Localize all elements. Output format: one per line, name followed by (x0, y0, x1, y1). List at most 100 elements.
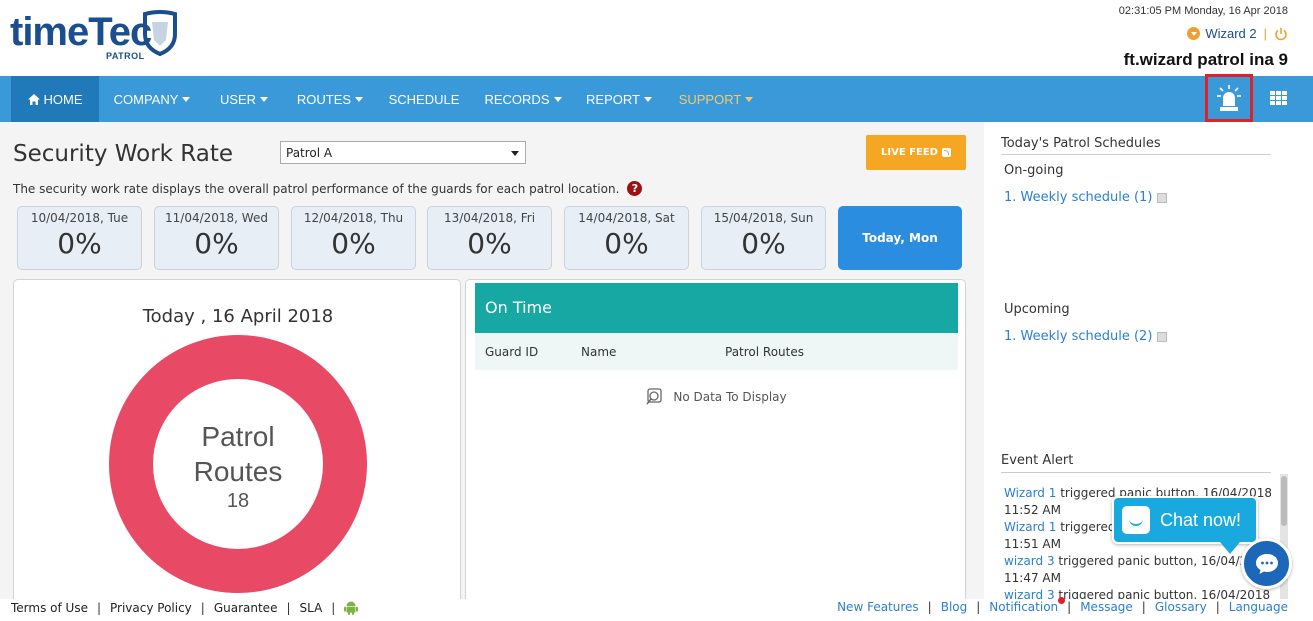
ongoing-schedule-link[interactable]: 1. Weekly schedule (1) (1004, 190, 1168, 205)
user-row: Wizard 2 | (1187, 26, 1288, 41)
footer-link-glossary[interactable]: Glossary (1154, 600, 1207, 614)
donut-label-line2: Routes (193, 456, 283, 487)
chat-now-label: Chat now! (1160, 509, 1242, 530)
patrol-location-value: Patrol A (286, 146, 333, 160)
apps-grid-icon[interactable] (1270, 91, 1287, 105)
panic-alert-button[interactable] (1205, 74, 1253, 122)
external-link-icon (1157, 331, 1168, 342)
timetec-patrol-logo[interactable]: timeTec PATROL (10, 8, 177, 61)
day-value: 0% (331, 227, 376, 260)
col-patrol-routes[interactable]: Patrol Routes (725, 345, 805, 359)
no-data-message: No Data To Display (466, 388, 967, 406)
alarm-siren-icon (1217, 85, 1241, 111)
company-name: ft.wizard patrol ina 9 (1123, 50, 1288, 69)
patrol-routes-count: 18 (226, 490, 250, 512)
caret-down-icon (643, 96, 652, 102)
main-nav: HOME COMPANY USER ROUTES SCHEDULE RECORD… (0, 76, 1313, 122)
day-label: 14/04/2018, Sat (578, 211, 675, 225)
today-button[interactable]: Today, Mon (838, 206, 962, 270)
home-icon (27, 93, 40, 105)
event-alert-list[interactable]: Wizard 1 triggered panic button, 16/04/2… (1001, 472, 1271, 599)
nav-home[interactable]: HOME (11, 76, 99, 122)
event-user-link[interactable]: Wizard 1 (1004, 520, 1057, 534)
upcoming-schedule-link[interactable]: 1. Weekly schedule (2) (1004, 329, 1168, 344)
caret-down-icon (355, 96, 364, 102)
footer-link-new-features[interactable]: New Features (837, 600, 919, 614)
user-dropdown-icon[interactable] (1187, 27, 1201, 40)
chat-launcher-button[interactable] (1241, 538, 1292, 589)
event-text: triggered panic button, 16/04/2018 (1054, 554, 1271, 568)
event-scrollbar[interactable] (1280, 474, 1288, 599)
day-card[interactable]: 11/04/2018, Wed 0% (154, 206, 279, 270)
day-value: 0% (741, 227, 786, 260)
live-feed-label: LIVE FEED (881, 147, 938, 158)
day-card[interactable]: 12/04/2018, Thu 0% (291, 206, 416, 270)
current-datetime: 02:31:05 PM Monday, 16 Apr 2018 (1118, 5, 1288, 17)
summary-date: Today , 16 April 2018 (142, 306, 334, 327)
day-card[interactable]: 10/04/2018, Tue 0% (17, 206, 142, 270)
footer-link-blog[interactable]: Blog (940, 600, 968, 614)
separator: | (1263, 26, 1267, 41)
logo-time: time (10, 10, 89, 54)
event-line: wizard 3 triggered panic button, 16/04/2… (1004, 587, 1271, 599)
day-label: 10/04/2018, Tue (30, 211, 129, 225)
footer-left-links: Terms of Use | Privacy Policy | Guarante… (11, 600, 359, 615)
no-data-text: No Data To Display (673, 390, 787, 404)
day-value: 0% (194, 227, 239, 260)
patrol-location-select[interactable]: Patrol A (280, 141, 526, 164)
live-feed-button[interactable]: LIVE FEED (866, 135, 966, 170)
nav-user[interactable]: USER (213, 76, 275, 122)
nav-routes-label: ROUTES (296, 91, 352, 107)
day-card[interactable]: 13/04/2018, Fri 0% (427, 206, 552, 270)
event-user-link[interactable]: wizard 3 (1004, 588, 1055, 599)
nav-support-label: SUPPORT (678, 91, 742, 107)
col-name[interactable]: Name (581, 345, 617, 359)
description-text: The security work rate displays the over… (13, 181, 620, 196)
day-card[interactable]: 15/04/2018, Sun 0% (701, 206, 826, 270)
footer-link-privacy[interactable]: Privacy Policy (110, 600, 192, 615)
nav-support[interactable]: SUPPORT (675, 76, 757, 122)
upcoming-schedule-text: 1. Weekly schedule (2) (1004, 329, 1153, 344)
caret-down-icon (745, 96, 754, 102)
patrol-routes-donut (109, 335, 367, 593)
day-value: 0% (604, 227, 649, 260)
footer-link-language[interactable]: Language (1228, 600, 1288, 614)
footer-link-terms[interactable]: Terms of Use (11, 600, 88, 615)
nav-home-label: HOME (43, 91, 83, 107)
help-icon[interactable]: ? (627, 181, 643, 196)
event-scrollbar-thumb[interactable] (1281, 476, 1287, 526)
logo-tec: Tec (88, 10, 152, 54)
separator: | (1215, 600, 1220, 614)
logo-patrol: PATROL (106, 51, 145, 61)
event-user-link[interactable]: Wizard 1 (1004, 486, 1057, 500)
nav-report[interactable]: REPORT (582, 76, 656, 122)
power-icon[interactable] (1274, 27, 1288, 41)
footer-link-guarantee[interactable]: Guarantee (213, 600, 278, 615)
event-line: 11:51 AM (1004, 536, 1271, 553)
description: The security work rate displays the over… (13, 181, 643, 196)
nav-schedule-label: SCHEDULE (388, 91, 460, 107)
footer-link-message[interactable]: Message (1080, 600, 1133, 614)
col-guard-id[interactable]: Guard ID (485, 345, 539, 359)
main-content: Security Work Rate Patrol A LIVE FEED Th… (0, 122, 984, 609)
footer-link-notification[interactable]: Notification (989, 597, 1066, 614)
android-icon[interactable] (344, 600, 359, 615)
chat-icon (1255, 553, 1278, 574)
divider (1001, 154, 1271, 155)
nav-company[interactable]: COMPANY (108, 76, 196, 122)
footer-link-sla[interactable]: SLA (299, 600, 323, 615)
nav-routes[interactable]: ROUTES (293, 76, 367, 122)
chevron-down-icon (511, 151, 519, 156)
event-line: Wizard 1 triggered (1004, 519, 1271, 536)
chat-now-bubble[interactable]: Chat now! (1112, 496, 1258, 544)
user-name-link[interactable]: Wizard 2 (1205, 26, 1257, 41)
event-user-link[interactable]: wizard 3 (1004, 554, 1055, 568)
nav-records[interactable]: RECORDS (482, 76, 564, 122)
notification-dot (1058, 597, 1066, 604)
separator: | (96, 600, 101, 615)
day-value: 0% (467, 227, 512, 260)
separator: | (200, 600, 205, 615)
event-line: 11:47 AM (1004, 570, 1271, 587)
day-card[interactable]: 14/04/2018, Sat 0% (564, 206, 689, 270)
nav-schedule[interactable]: SCHEDULE (387, 76, 461, 122)
